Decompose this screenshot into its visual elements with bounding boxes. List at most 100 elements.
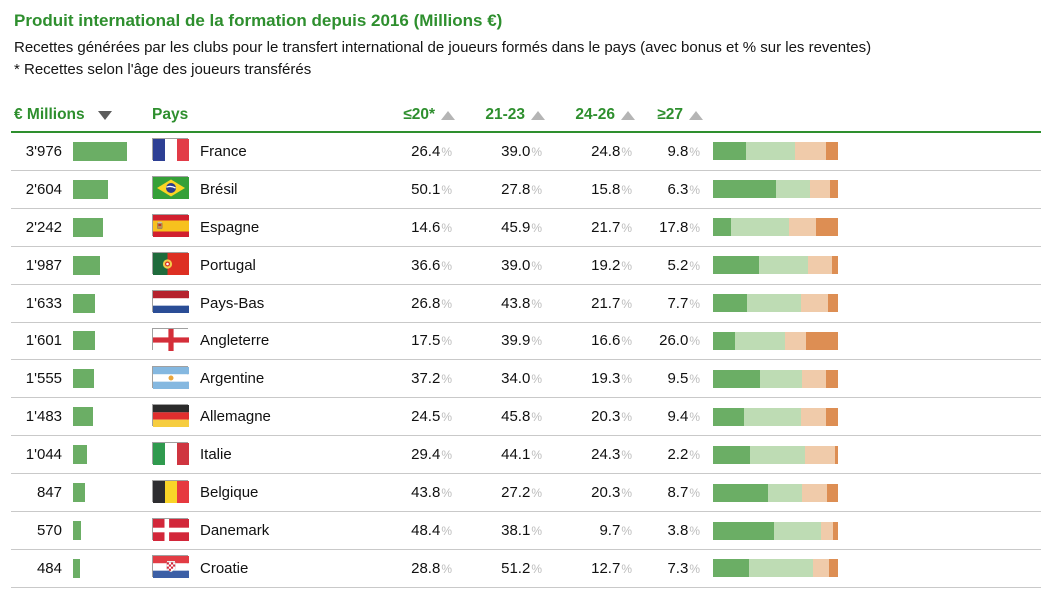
col-header-age-21-23-label: 21-23 [485,106,525,123]
country-name: Belgique [200,484,259,502]
sort-descending-icon [97,110,112,120]
stacked-segment-21-23 [775,180,811,199]
flag-fr-icon [152,138,189,162]
flag-cell [152,555,190,581]
table-row: 2'604 Brésil 50.1% 27.8% 15.8% 6.3% [11,171,1041,209]
age-distribution-stacked-bar [713,445,838,464]
col-header-pays[interactable]: Pays [152,106,390,124]
value-cell: 1'555 [25,370,62,388]
value-bar [73,331,95,351]
value-bar [73,141,127,161]
col-header-millions[interactable]: € Millions [11,106,152,124]
pct-age-27plus: 8.7% [667,484,700,502]
stacked-segment-u20 [713,180,776,199]
stacked-segment-u20 [713,369,760,388]
value-bar [73,369,95,389]
table-row: 1'601 Angleterre 17.5% 39.9% 16.6% 26.0% [11,323,1041,361]
value-bar [73,217,104,237]
pct-age-24-26: 20.3% [591,484,632,502]
value-cell: 1'601 [25,332,62,350]
age-distribution-stacked-bar [713,294,838,313]
flag-pt-icon [152,252,189,276]
pct-age-u20: 48.4% [411,522,452,540]
stacked-segment-27plus [831,256,838,275]
pct-age-24-26: 20.3% [591,408,632,426]
stacked-segment-27plus [825,142,838,161]
pct-age-24-26: 19.2% [591,256,632,274]
value-bar-cell [62,255,152,275]
stacked-segment-21-23 [749,445,805,464]
pct-age-u20: 14.6% [411,218,452,236]
age-distribution-stacked-bar [713,483,838,502]
age-distribution-stacked-bar [713,218,838,237]
stacked-segment-u20 [713,483,768,502]
pct-age-u20: 24.5% [411,408,452,426]
value-cell: 1'483 [25,408,62,426]
pct-age-27plus: 9.8% [667,142,700,160]
flag-cell [152,214,190,240]
pct-age-27plus: 6.3% [667,180,700,198]
pct-age-24-26: 24.3% [591,446,632,464]
flag-cell [152,138,190,164]
col-header-age-u20[interactable]: ≤20* [390,106,455,124]
pct-age-u20: 26.4% [411,142,452,160]
flag-de-icon [152,403,189,427]
col-header-age-27plus[interactable]: ≥27 [632,106,703,124]
stacked-segment-u20 [713,559,749,578]
table-row: 3'976 France 26.4% 39.0% 24.8% 9.8% [11,133,1041,171]
flag-ar-icon [152,365,189,389]
flag-dk-icon [152,517,189,541]
country-name: Italie [200,446,232,464]
value-cell: 3'976 [25,142,62,160]
col-header-millions-label: € Millions [14,106,85,123]
pct-age-u20: 43.8% [411,484,452,502]
value-bar-cell [62,141,152,161]
stacked-segment-u20 [713,521,774,540]
stacked-segment-27plus [828,294,838,313]
stacked-segment-24-26 [807,256,832,275]
value-bar-cell [62,483,152,503]
table-row: 1'987 Portugal 36.6% 39.0% 19.2% 5.2% [11,247,1041,285]
pct-age-21-23: 27.8% [501,180,542,198]
pct-age-21-23: 39.0% [501,142,542,160]
pct-age-27plus: 7.7% [667,294,700,312]
pct-age-27plus: 17.8% [659,218,700,236]
value-bar [73,407,94,427]
flag-cell [152,290,190,316]
pct-age-u20: 29.4% [411,446,452,464]
table-header-row: € Millions Pays ≤20* 21-23 24-26 ≥27 [11,99,1041,133]
stacked-segment-u20 [713,256,759,275]
value-bar-cell [62,558,152,578]
stacked-segment-21-23 [773,521,822,540]
flag-cell [152,176,190,202]
value-cell: 1'633 [25,294,62,312]
pct-age-u20: 50.1% [411,180,452,198]
pct-age-u20: 36.6% [411,256,452,274]
pct-age-24-26: 19.3% [591,370,632,388]
flag-cell [152,441,190,468]
col-header-age-24-26[interactable]: 24-26 [542,106,635,124]
stacked-segment-24-26 [788,218,816,237]
pct-age-27plus: 26.0% [659,332,700,350]
value-bar [73,445,88,465]
age-distribution-stacked-bar [713,521,838,540]
country-name: Portugal [200,256,256,274]
value-bar-cell [62,369,152,389]
age-distribution-stacked-bar [713,369,838,388]
stacked-segment-u20 [713,331,735,350]
age-distribution-stacked-bar [713,256,838,275]
country-name: Allemagne [200,408,271,426]
stacked-segment-u20 [713,445,750,464]
pct-age-24-26: 21.7% [591,218,632,236]
value-bar [73,483,85,503]
pct-age-24-26: 21.7% [591,294,632,312]
flag-br-icon [152,176,189,200]
col-header-age-21-23[interactable]: 21-23 [452,106,545,124]
pct-age-24-26: 24.8% [591,142,632,160]
stacked-segment-24-26 [821,521,834,540]
country-name: Pays-Bas [200,294,265,312]
page-title: Produit international de la formation de… [14,11,503,30]
sort-ascending-icon [689,110,703,120]
stacked-segment-27plus [833,521,838,540]
